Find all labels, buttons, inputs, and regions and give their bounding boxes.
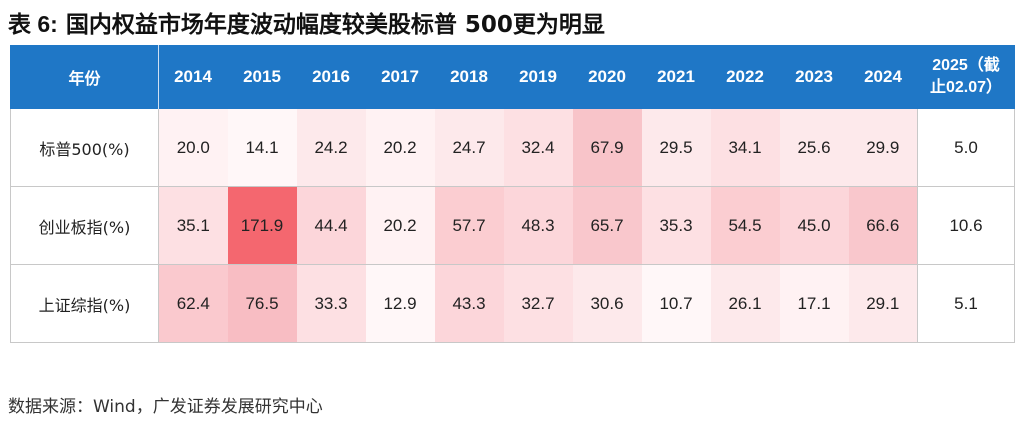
table-cell: 62.4	[158, 264, 228, 343]
table-cell: 24.7	[434, 109, 504, 187]
year-header: 2024	[848, 45, 918, 109]
year-header: 2019	[503, 45, 573, 109]
table-cell: 45.0	[779, 186, 849, 265]
ytd-cell: 10.6	[917, 186, 1015, 265]
table-cell: 20.2	[365, 186, 435, 265]
table-row: 创业板指(%) 35.1 171.9 44.4 20.2 57.7 48.3 6…	[10, 186, 1015, 265]
corner-header: 年份	[10, 45, 159, 109]
ytd-cell: 5.1	[917, 264, 1015, 343]
table-title-text: 国内权益市场年度波动幅度较美股标普 500更为明显	[65, 12, 605, 38]
table-cell: 26.1	[710, 264, 780, 343]
table-cell: 32.4	[503, 109, 573, 187]
table-cell: 12.9	[365, 264, 435, 343]
table-cell: 20.0	[158, 109, 228, 187]
table-cell: 25.6	[779, 109, 849, 187]
table-cell: 35.1	[158, 186, 228, 265]
year-header: 2017	[365, 45, 435, 109]
table-cell: 24.2	[296, 109, 366, 187]
row-label: 上证综指(%)	[10, 264, 159, 343]
year-header: 2018	[434, 45, 504, 109]
table-cell: 76.5	[227, 264, 297, 343]
table-cell: 30.6	[572, 264, 642, 343]
ytd-header-line2: 止02.07）	[929, 79, 1003, 96]
table-cell: 44.4	[296, 186, 366, 265]
table-cell: 29.9	[848, 109, 918, 187]
year-header: 2021	[641, 45, 711, 109]
ytd-cell: 5.0	[917, 109, 1015, 187]
row-label: 标普500(%)	[10, 109, 159, 187]
year-header: 2020	[572, 45, 642, 109]
table-cell: 57.7	[434, 186, 504, 265]
table-cell: 48.3	[503, 186, 573, 265]
table-cell: 54.5	[710, 186, 780, 265]
table-cell: 35.3	[641, 186, 711, 265]
table-cell: 34.1	[710, 109, 780, 187]
table-cell: 67.9	[572, 109, 642, 187]
table-cell: 171.9	[227, 186, 297, 265]
year-header: 2022	[710, 45, 780, 109]
row-label: 创业板指(%)	[10, 186, 159, 265]
header-row: 年份 2014 2015 2016 2017 2018 2019 2020 20…	[10, 45, 1015, 109]
table-cell: 32.7	[503, 264, 573, 343]
ytd-header: 2025（截 止02.07）	[917, 45, 1015, 109]
table-cell: 14.1	[227, 109, 297, 187]
year-header: 2016	[296, 45, 366, 109]
table-cell: 65.7	[572, 186, 642, 265]
year-header: 2014	[158, 45, 228, 109]
table-cell: 17.1	[779, 264, 849, 343]
table-cell: 20.2	[365, 109, 435, 187]
table-cell: 66.6	[848, 186, 918, 265]
year-header: 2015	[227, 45, 297, 109]
table-cell: 10.7	[641, 264, 711, 343]
table-row: 上证综指(%) 62.4 76.5 33.3 12.9 43.3 32.7 30…	[10, 264, 1015, 343]
table-cell: 29.1	[848, 264, 918, 343]
volatility-table: 年份 2014 2015 2016 2017 2018 2019 2020 20…	[10, 45, 1015, 343]
table-cell: 43.3	[434, 264, 504, 343]
table-cell: 33.3	[296, 264, 366, 343]
table-number: 表 6:	[8, 11, 58, 37]
year-header: 2023	[779, 45, 849, 109]
ytd-header-line1: 2025（截	[932, 57, 1000, 74]
source-note: 数据来源：Wind，广发证券发展研究中心	[8, 397, 323, 417]
table-row: 标普500(%) 20.0 14.1 24.2 20.2 24.7 32.4 6…	[10, 109, 1015, 187]
table-title: 表 6: 国内权益市场年度波动幅度较美股标普 500更为明显	[8, 6, 605, 42]
table-cell: 29.5	[641, 109, 711, 187]
